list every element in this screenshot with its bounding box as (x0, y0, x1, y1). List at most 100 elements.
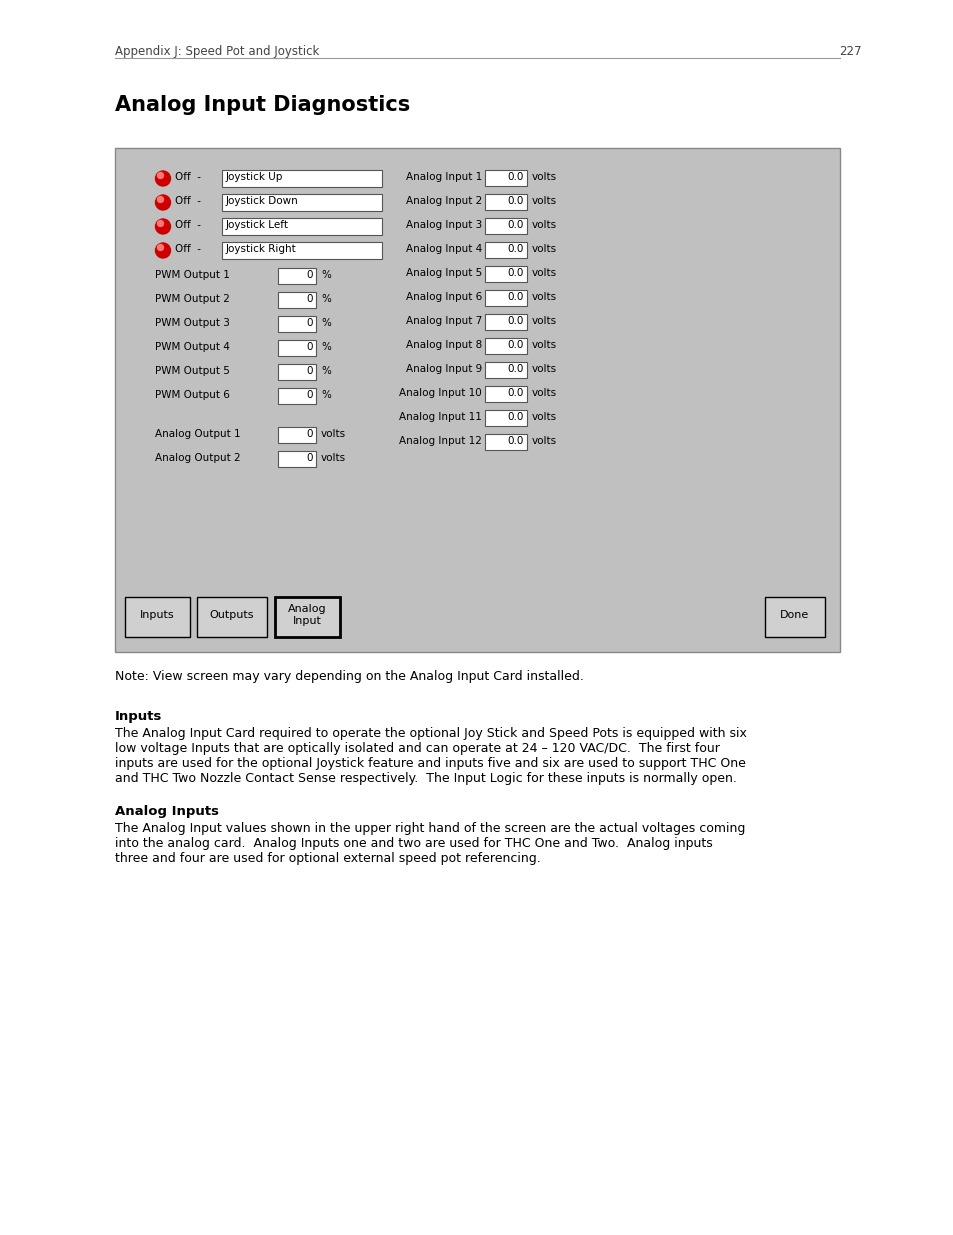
Text: 0: 0 (306, 317, 313, 329)
Text: volts: volts (532, 172, 557, 182)
Text: Analog
Input: Analog Input (288, 604, 327, 626)
Text: Inputs: Inputs (140, 610, 174, 620)
Text: Analog Output 2: Analog Output 2 (154, 453, 240, 463)
Circle shape (155, 219, 171, 233)
Text: %: % (320, 342, 331, 352)
Circle shape (157, 245, 163, 251)
Text: volts: volts (532, 196, 557, 206)
Text: Appendix J: Speed Pot and Joystick: Appendix J: Speed Pot and Joystick (115, 44, 319, 58)
Circle shape (155, 243, 171, 258)
Circle shape (157, 173, 163, 179)
Text: Analog Input 9: Analog Input 9 (405, 364, 481, 374)
Bar (484, 194, 526, 210)
Text: Analog Input 5: Analog Input 5 (405, 268, 481, 278)
Text: Off  -: Off - (174, 172, 201, 182)
Text: %: % (320, 270, 331, 280)
Text: volts: volts (532, 268, 557, 278)
Text: 0.0: 0.0 (507, 196, 523, 206)
Bar (222, 219, 381, 235)
Bar (277, 268, 315, 284)
Text: Analog Input 2: Analog Input 2 (405, 196, 481, 206)
Text: 0: 0 (306, 270, 313, 280)
Text: PWM Output 4: PWM Output 4 (154, 342, 230, 352)
Text: Inputs: Inputs (115, 710, 162, 722)
Text: 0.0: 0.0 (507, 268, 523, 278)
Bar (484, 314, 526, 330)
Circle shape (157, 221, 163, 226)
Text: volts: volts (532, 220, 557, 230)
Bar (484, 433, 526, 450)
Text: PWM Output 5: PWM Output 5 (154, 366, 230, 375)
Text: PWM Output 2: PWM Output 2 (154, 294, 230, 304)
Text: Off  -: Off - (174, 245, 201, 254)
Text: Outputs: Outputs (210, 610, 254, 620)
Text: Analog Input 1: Analog Input 1 (405, 172, 481, 182)
Text: volts: volts (532, 245, 557, 254)
Text: 0.0: 0.0 (507, 316, 523, 326)
Text: 0.0: 0.0 (507, 364, 523, 374)
Text: Done: Done (780, 610, 809, 620)
Circle shape (155, 195, 171, 210)
Bar (484, 410, 526, 426)
Text: %: % (320, 390, 331, 400)
Text: Analog Input 11: Analog Input 11 (398, 412, 481, 422)
Text: %: % (320, 366, 331, 375)
Text: 0.0: 0.0 (507, 388, 523, 398)
Bar (484, 219, 526, 233)
Text: Analog Inputs: Analog Inputs (115, 805, 219, 818)
Bar (277, 388, 315, 404)
Text: volts: volts (532, 316, 557, 326)
Text: Analog Input 4: Analog Input 4 (405, 245, 481, 254)
Text: 0: 0 (306, 366, 313, 375)
Text: volts: volts (532, 436, 557, 446)
Text: Analog Input 6: Analog Input 6 (405, 291, 481, 303)
Text: Analog Input 8: Analog Input 8 (405, 340, 481, 350)
Bar (764, 597, 824, 637)
Text: volts: volts (320, 429, 346, 438)
Bar (125, 597, 190, 637)
Text: 0.0: 0.0 (507, 245, 523, 254)
Text: 0.0: 0.0 (507, 220, 523, 230)
Text: 0: 0 (306, 453, 313, 463)
Bar (277, 316, 315, 332)
Bar (277, 291, 315, 308)
Text: 0.0: 0.0 (507, 412, 523, 422)
Text: volts: volts (532, 291, 557, 303)
Text: 0.0: 0.0 (507, 291, 523, 303)
Bar (484, 266, 526, 282)
Circle shape (155, 170, 171, 186)
Bar (277, 364, 315, 380)
Text: volts: volts (532, 412, 557, 422)
Text: 0: 0 (306, 294, 313, 304)
Bar (484, 362, 526, 378)
Text: The Analog Input Card required to operate the optional Joy Stick and Speed Pots : The Analog Input Card required to operat… (115, 727, 746, 785)
Text: Off  -: Off - (174, 220, 201, 230)
Bar (115, 148, 840, 652)
Text: Analog Input 7: Analog Input 7 (405, 316, 481, 326)
Text: Joystick Right: Joystick Right (226, 245, 296, 254)
Text: Joystick Up: Joystick Up (226, 172, 283, 182)
Bar (484, 338, 526, 354)
Text: Analog Input Diagnostics: Analog Input Diagnostics (115, 95, 410, 115)
Text: volts: volts (532, 340, 557, 350)
Text: 0.0: 0.0 (507, 436, 523, 446)
Text: The Analog Input values shown in the upper right hand of the screen are the actu: The Analog Input values shown in the upp… (115, 823, 744, 864)
Text: Analog Input 12: Analog Input 12 (398, 436, 481, 446)
Bar (222, 242, 381, 259)
Text: Analog Output 1: Analog Output 1 (154, 429, 240, 438)
Text: PWM Output 6: PWM Output 6 (154, 390, 230, 400)
Text: %: % (320, 294, 331, 304)
Text: 0: 0 (306, 390, 313, 400)
Bar (484, 290, 526, 306)
Text: PWM Output 3: PWM Output 3 (154, 317, 230, 329)
Text: 0: 0 (306, 429, 313, 438)
Bar (277, 427, 315, 443)
Text: 0.0: 0.0 (507, 172, 523, 182)
Text: Analog Input 3: Analog Input 3 (405, 220, 481, 230)
Circle shape (157, 196, 163, 203)
Text: PWM Output 1: PWM Output 1 (154, 270, 230, 280)
Bar (274, 597, 339, 637)
Text: Analog Input 10: Analog Input 10 (399, 388, 481, 398)
Bar (484, 170, 526, 186)
Bar (277, 340, 315, 356)
